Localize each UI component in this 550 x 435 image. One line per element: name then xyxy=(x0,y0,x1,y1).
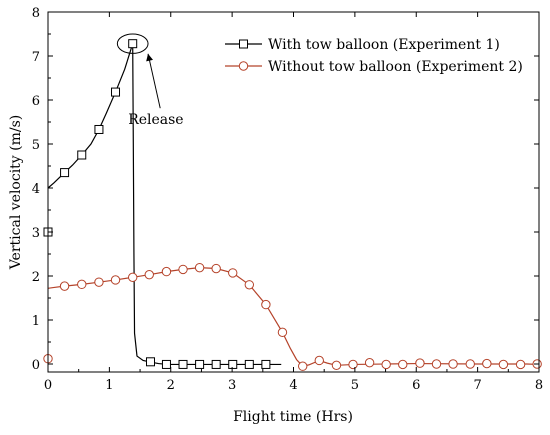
y-tick-label: 2 xyxy=(32,270,40,285)
data-point xyxy=(161,266,172,277)
legend-item: With tow balloon (Experiment 1) xyxy=(225,37,500,53)
legend-item: Without tow balloon (Experiment 2) xyxy=(225,59,523,75)
data-point xyxy=(77,150,87,160)
x-tick-label: 1 xyxy=(105,378,113,393)
data-point xyxy=(261,299,271,310)
release-ellipse xyxy=(116,33,149,54)
x-axis: 0 1 2 3 4 5 6 7 8 xyxy=(44,12,543,393)
data-point xyxy=(448,359,458,369)
y-tick-label: 5 xyxy=(32,138,40,153)
data-point xyxy=(261,359,271,369)
data-point xyxy=(314,355,324,366)
legend-label: Without tow balloon (Experiment 2) xyxy=(268,59,523,75)
data-point xyxy=(238,61,249,71)
y-tick-label: 0 xyxy=(32,358,40,373)
data-point xyxy=(194,262,205,273)
data-point xyxy=(515,359,526,370)
data-point xyxy=(145,357,155,367)
legend-marker xyxy=(238,61,249,71)
data-point xyxy=(239,39,248,49)
data-point xyxy=(498,359,509,370)
data-point xyxy=(331,360,342,371)
data-point xyxy=(211,359,221,369)
data-point xyxy=(348,359,358,370)
data-point xyxy=(431,359,442,369)
data-point xyxy=(465,359,475,369)
data-point xyxy=(127,272,138,283)
x-tick-label: 0 xyxy=(44,378,52,393)
data-point xyxy=(211,263,221,274)
data-point xyxy=(144,269,154,280)
data-point xyxy=(111,87,121,97)
plot-layer xyxy=(43,39,542,371)
data-point xyxy=(482,358,492,369)
data-point xyxy=(298,361,308,371)
annotation-arrowhead xyxy=(146,53,153,62)
data-point xyxy=(77,279,87,290)
data-point xyxy=(60,168,70,178)
y-tick-label: 8 xyxy=(32,6,40,21)
y-axis: 0 1 2 3 4 5 6 7 8 xyxy=(32,6,539,373)
data-point xyxy=(364,357,375,368)
data-point xyxy=(178,359,188,369)
data-point xyxy=(415,358,425,368)
legend: With tow balloon (Experiment 1) Without t… xyxy=(225,37,523,75)
x-tick-label: 8 xyxy=(535,378,543,393)
x-tick-label: 6 xyxy=(412,378,420,393)
annotation-label: Release xyxy=(128,112,183,128)
x-tick-label: 7 xyxy=(473,378,481,393)
legend-label: With tow balloon (Experiment 1) xyxy=(268,37,500,53)
data-point xyxy=(244,359,254,369)
data-point xyxy=(94,124,104,134)
data-point xyxy=(161,359,171,369)
data-point xyxy=(244,280,255,290)
series-line xyxy=(47,267,540,367)
y-tick-label: 1 xyxy=(32,314,40,329)
data-point xyxy=(178,264,188,275)
data-point xyxy=(398,359,408,370)
y-tick-label: 4 xyxy=(32,182,40,197)
data-point xyxy=(228,268,238,278)
y-tick-label: 3 xyxy=(32,226,40,241)
series-1 xyxy=(43,39,282,369)
data-point xyxy=(128,39,138,49)
annotation-arrow xyxy=(147,53,161,109)
x-axis-title: Flight time (Hrs) xyxy=(233,409,353,425)
x-tick-label: 4 xyxy=(289,378,297,393)
data-point xyxy=(381,359,391,370)
data-point xyxy=(59,281,70,291)
x-tick-label: 5 xyxy=(351,378,359,393)
y-axis-title: Vertical velocity (m/s) xyxy=(8,115,24,271)
y-tick-label: 7 xyxy=(32,50,40,65)
data-point xyxy=(277,327,288,338)
x-tick-label: 2 xyxy=(167,378,175,393)
data-point xyxy=(195,359,205,369)
series-2 xyxy=(43,262,542,371)
x-tick-label: 3 xyxy=(228,378,236,393)
data-point xyxy=(228,359,238,369)
data-point xyxy=(94,277,104,287)
y-tick-label: 6 xyxy=(32,94,40,109)
series-line xyxy=(47,43,282,366)
data-point xyxy=(110,275,121,285)
annotations: Release xyxy=(116,33,184,128)
legend-marker xyxy=(239,39,248,49)
